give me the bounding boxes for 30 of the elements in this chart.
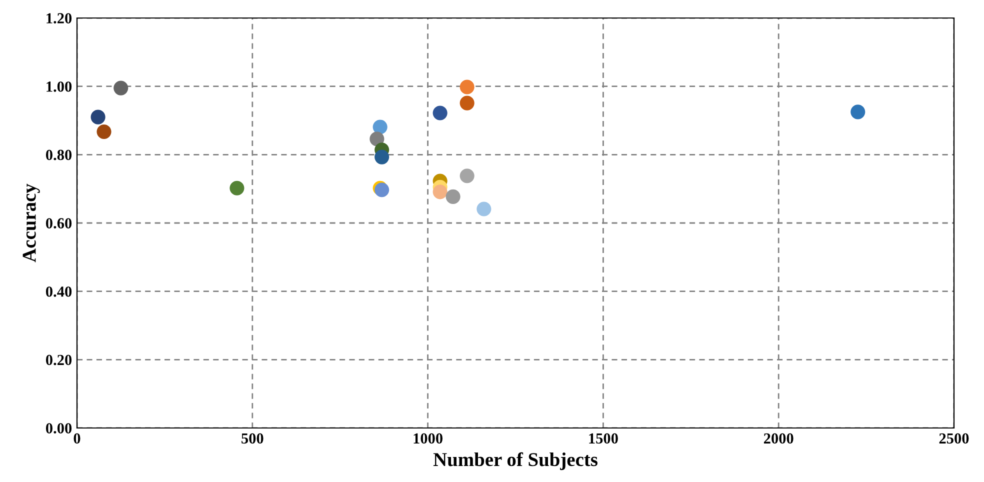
point xyxy=(230,180,244,196)
point xyxy=(460,96,474,110)
y-tick-label: 0.20 xyxy=(46,354,72,366)
point xyxy=(460,168,474,184)
point xyxy=(850,104,866,120)
point xyxy=(96,124,112,140)
point xyxy=(446,189,460,204)
x-axis-title: Number of Subjects xyxy=(433,452,598,470)
y-tick-label: 0.80 xyxy=(46,150,72,160)
point xyxy=(460,80,474,94)
point xyxy=(374,150,390,164)
y-tick-label: 0.00 xyxy=(46,423,72,434)
x-tick-label: 500 xyxy=(242,433,264,444)
x-tick-label: 2500 xyxy=(939,433,969,444)
y-tick-label: 0.60 xyxy=(46,218,72,229)
point xyxy=(476,202,492,216)
x-tick-label: 0 xyxy=(74,433,80,444)
point xyxy=(370,132,384,146)
x-tick-label: 2000 xyxy=(764,433,794,444)
x-tick-label: 1500 xyxy=(589,433,618,444)
y-tick-label: 0.40 xyxy=(46,286,72,297)
point xyxy=(90,110,106,124)
point xyxy=(432,106,448,120)
point xyxy=(114,80,128,96)
y-tick-label: 1.00 xyxy=(46,81,72,92)
x-tick-label: 1000 xyxy=(414,433,442,444)
point xyxy=(432,184,448,200)
y-axis-title: Accuracy xyxy=(22,184,40,262)
y-tick-label: 1.20 xyxy=(46,13,72,24)
point xyxy=(372,120,388,134)
